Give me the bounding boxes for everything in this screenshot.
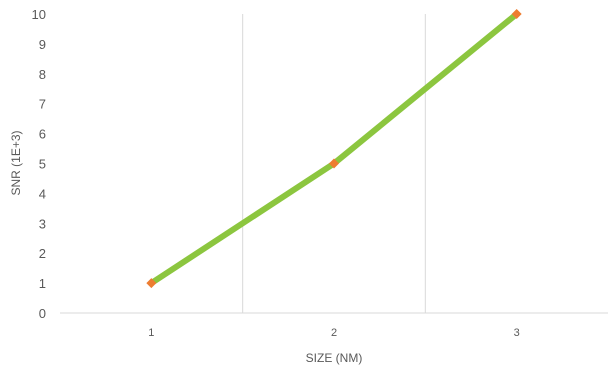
y-tick-label: 10 [32,7,46,22]
x-tick-label: 1 [148,327,154,339]
y-tick-label: 4 [39,186,46,201]
x-tick-label: 2 [331,327,337,339]
y-tick-label: 8 [39,67,46,82]
data-point-marker [146,278,157,289]
y-tick-label: 9 [39,37,46,52]
series-layer [146,9,522,289]
y-tick-label: 2 [39,246,46,261]
label-layer: 0 1 2 3 4 5 6 7 8 9 10 1 2 3 [32,7,520,339]
y-tick-label: 3 [39,216,46,231]
y-tick-label: 5 [39,157,46,172]
y-tick-label: 0 [39,306,46,321]
data-point-marker [511,9,522,19]
data-point-marker [329,158,339,169]
x-tick-label: 3 [514,327,520,339]
y-axis-title: SNR (1E+3) [9,130,23,195]
y-tick-label: 6 [39,127,46,142]
grid-layer [242,14,426,313]
y-tick-label: 1 [39,276,46,291]
y-tick-label: 7 [39,97,46,112]
x-axis-title: SIZE (NM) [306,351,363,365]
series-line [148,11,520,287]
